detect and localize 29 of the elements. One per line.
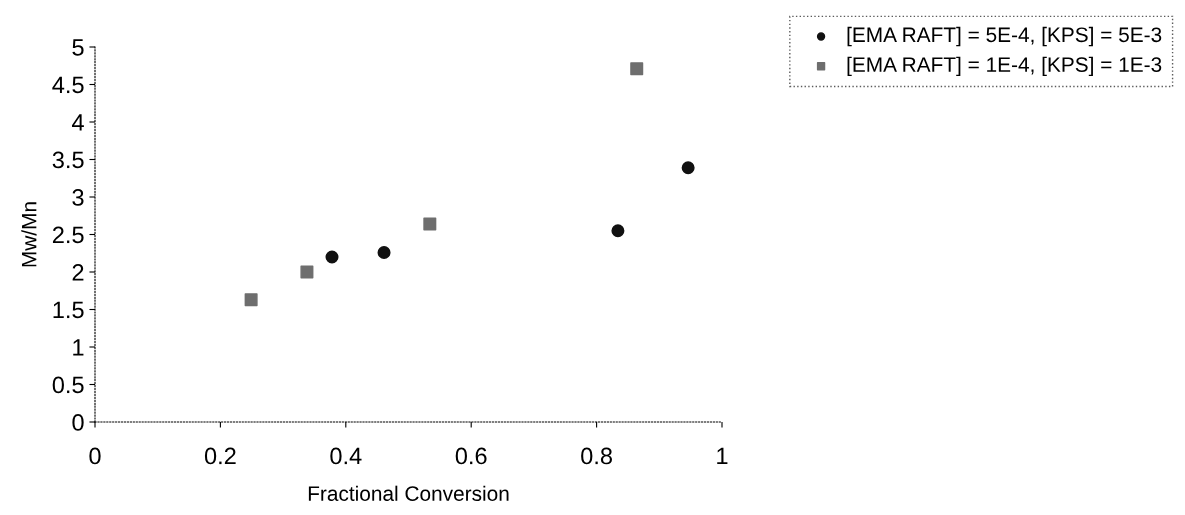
point [630,62,644,76]
x-tick-label: 0.8 [581,447,612,465]
point [681,161,695,175]
y-tick-label: 5 [72,39,84,56]
y-tick-label: 3.5 [52,151,84,169]
y-tick-label: 2 [72,264,84,281]
point [244,293,258,307]
point [300,265,314,279]
y-tick-label: 1 [73,339,84,356]
point [377,245,391,260]
y-tick-label: 0.5 [52,376,84,394]
y-tick-label: 0 [72,414,84,431]
x-tick-label: 0 [89,447,101,465]
x-axis-title: Fractional Conversion [308,485,509,501]
point [611,224,625,238]
y-tick-label: 4.5 [52,76,84,94]
y-tick-label: 4 [72,114,84,131]
y-tick-label: 2.5 [52,226,84,244]
y-tick-label: 1.5 [53,301,84,319]
legend-label: [EMA RAFT] = 5E-4, [KPS] = 5E-3 [847,26,1162,47]
x-tick-label: 0.4 [330,447,362,465]
point [325,250,339,264]
y-axis-title: Mw/Mn [21,202,37,267]
x-tick-label: 1 [717,447,728,465]
y-tick-label: 3 [72,189,84,206]
x-tick-label: 0.6 [455,447,487,465]
point [423,217,437,231]
x-tick-label: 0.2 [204,447,236,465]
legend-label: [EMA RAFT] = 1E-4, [KPS] = 1E-3 [847,56,1162,77]
